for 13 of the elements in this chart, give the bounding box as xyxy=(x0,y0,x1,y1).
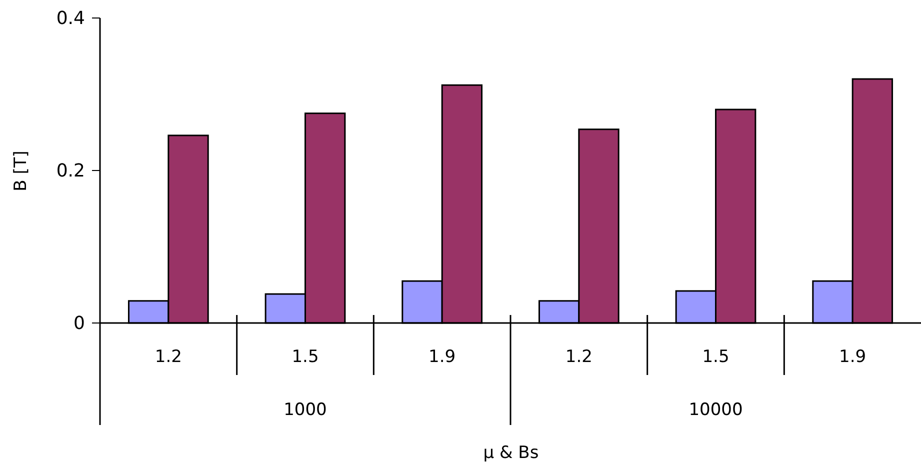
y-tick-label: 0.2 xyxy=(56,160,85,182)
x-axis-title: μ & Bs xyxy=(483,443,539,463)
y-tick-label: 0.4 xyxy=(56,8,85,29)
y-tick-label: 0 xyxy=(74,312,85,334)
x-tick-label: 1.2 xyxy=(154,347,182,367)
x-tick-label: 1.9 xyxy=(428,347,456,367)
y-axis-title: B [T] xyxy=(11,150,31,192)
x-tick-label: 1.5 xyxy=(292,347,319,367)
text: 10000 xyxy=(688,400,743,420)
x-tick-label: 1.2 xyxy=(565,347,592,367)
x-tick-label: 1.9 xyxy=(839,347,866,367)
text: 1000 xyxy=(284,400,327,420)
x-tick-label: 1.5 xyxy=(702,347,730,367)
